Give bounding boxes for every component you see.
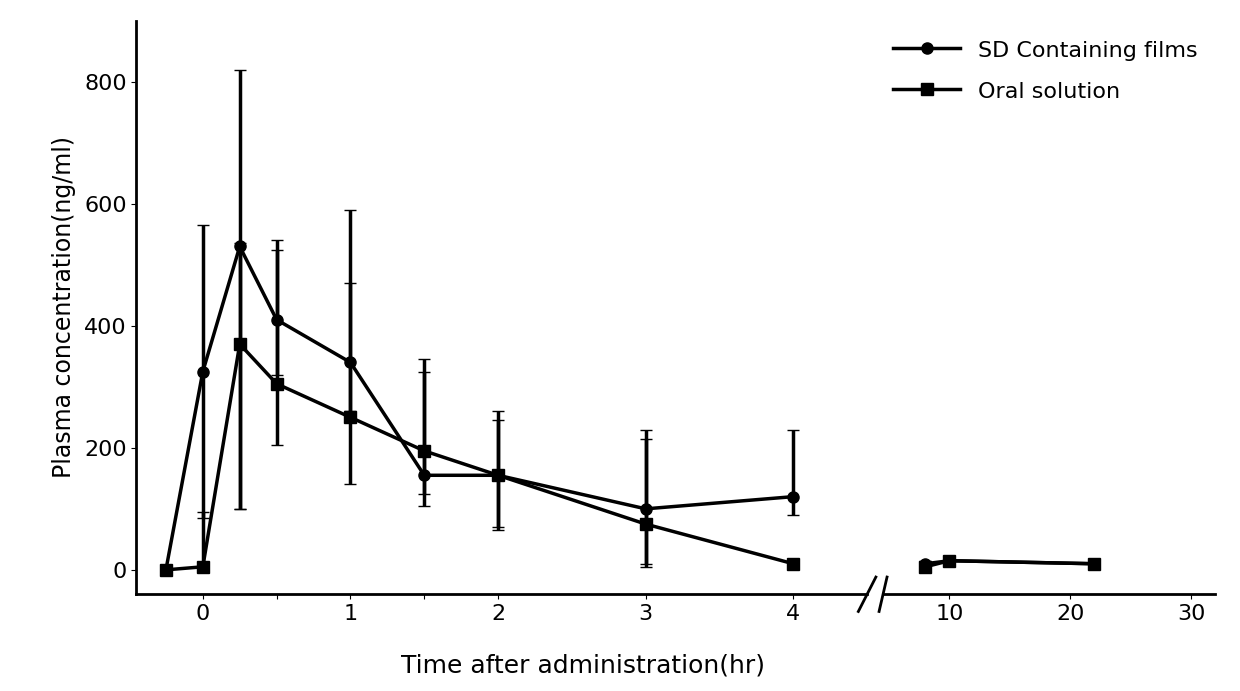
Text: Time after administration(hr): Time after administration(hr) (401, 653, 765, 677)
Y-axis label: Plasma concentration(ng/ml): Plasma concentration(ng/ml) (52, 137, 76, 478)
Legend: SD Containing films, Oral solution: SD Containing films, Oral solution (887, 32, 1204, 108)
